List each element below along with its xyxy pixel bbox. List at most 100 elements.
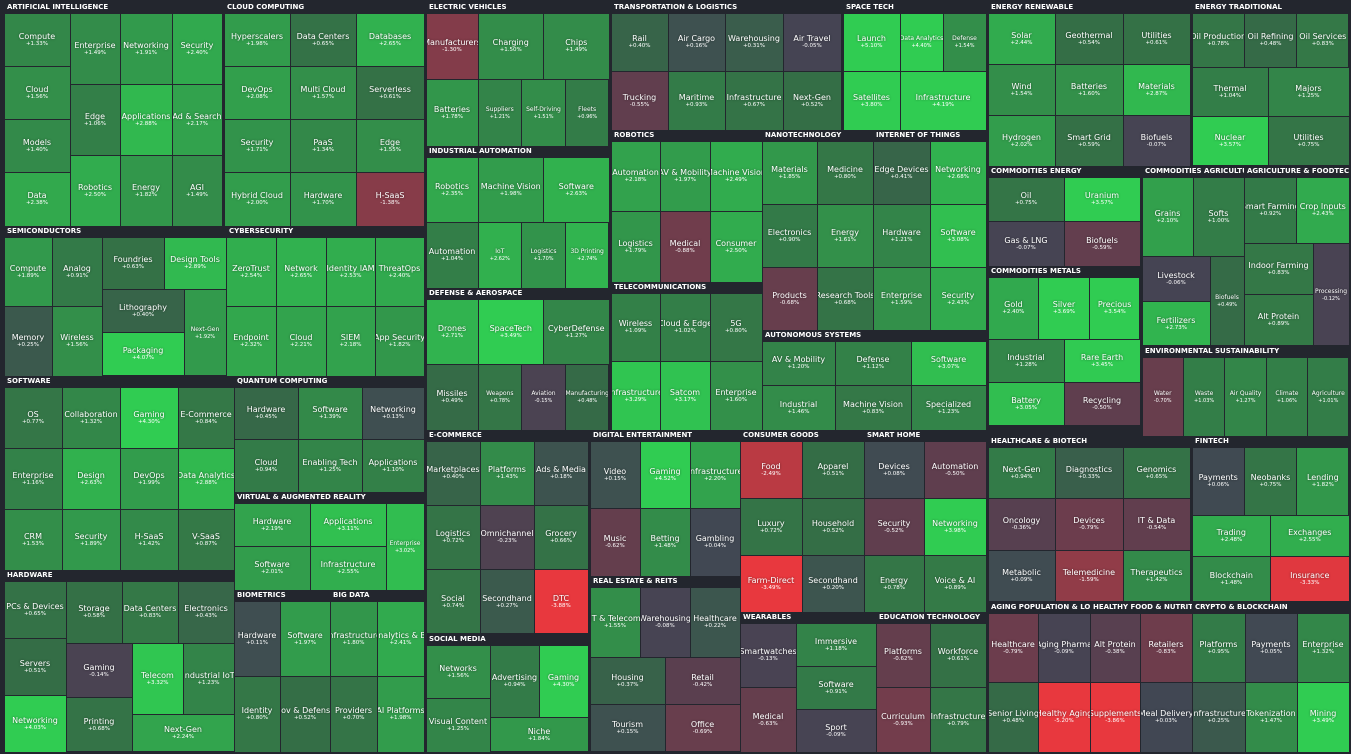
tile-change: +1.80% — [342, 639, 365, 646]
tile-change: +0.61% — [946, 656, 970, 663]
tile-change: +2.01% — [260, 569, 284, 576]
tile-change: +0.37% — [616, 682, 639, 689]
tile-name: Blockchain — [1209, 571, 1253, 581]
tile-change: -0.42% — [692, 682, 713, 689]
tile: Oil +0.75% — [988, 177, 1064, 221]
tile-name: Air Cargo — [677, 34, 716, 44]
tile-change: +1.10% — [381, 466, 405, 473]
tile-change: +2.68% — [946, 173, 970, 180]
tile-change: +0.59% — [1077, 141, 1101, 148]
tile: Software +3.08% — [930, 204, 986, 267]
tile-name: Food — [761, 461, 781, 471]
tile: Majors +1.25% — [1268, 67, 1349, 117]
tile-name: Uranium — [1084, 191, 1120, 201]
tile-name: Diagnostics — [1065, 464, 1113, 474]
tile: Robotics +2.35% — [426, 157, 478, 222]
tile-name: Robotics — [78, 182, 112, 192]
tile-change: -0.12% — [1322, 295, 1340, 302]
tile: Data +2.38% — [4, 173, 70, 226]
sector-title: COMMODITIES AGRICULTURE — [1142, 166, 1244, 177]
tile: Data Analytics +2.88% — [178, 448, 234, 509]
tile-name: Retailers — [1148, 639, 1184, 649]
tile-change: +0.96% — [577, 113, 598, 120]
tile: Software +1.39% — [298, 387, 362, 439]
tile-name: IT & Data — [1137, 516, 1176, 526]
tile-name: Materials — [771, 164, 808, 174]
tile-name: Gov & Defense — [281, 706, 330, 716]
tile: Devices -0.79% — [1055, 499, 1123, 550]
tile: Security +2.40% — [172, 13, 222, 84]
tile: Social +0.74% — [426, 570, 480, 634]
tile-change: -0.93% — [893, 720, 913, 727]
tile: Memory +0.25% — [4, 307, 52, 376]
tile: H-SaaS +1.42% — [120, 509, 178, 570]
tile-name: Visual Content — [428, 717, 488, 727]
tile: Infrastructure +0.67% — [725, 72, 783, 130]
tile-name: Senior Living — [988, 709, 1038, 719]
tile-name: Hardware — [303, 191, 343, 201]
sector-title: CRYPTO & BLOCKCHAIN — [1192, 602, 1349, 613]
tile-name: Betting — [650, 534, 680, 544]
tile-change: +3.49% — [1311, 718, 1335, 725]
tile-name: Housing — [611, 673, 644, 683]
tile-name: Voice & AI — [934, 575, 976, 585]
tile-name: Software — [558, 181, 594, 191]
tile-name: Software — [254, 560, 290, 570]
tile-change: -3.86% — [1105, 718, 1125, 725]
tile-change: +2.35% — [440, 190, 464, 197]
tile-change: +2.20% — [703, 475, 727, 482]
tile: Biofuels -0.59% — [1064, 222, 1140, 266]
tile-change: +2.55% — [336, 569, 360, 576]
tile: Apparel +0.51% — [802, 441, 864, 498]
tile: Infrastructure+1.80% — [330, 601, 377, 676]
tile: Consumer +2.50% — [710, 212, 762, 282]
tile-change: +1.50% — [499, 47, 522, 54]
tile-change: -0.79% — [1079, 525, 1099, 532]
tile-change: +1.55% — [603, 623, 627, 630]
tile: Battery +3.05% — [988, 383, 1064, 426]
tile: Aviation -0.15% — [522, 365, 565, 430]
tile-name: Compute — [18, 31, 56, 41]
tile-name: Weapons — [486, 390, 514, 398]
tile-name: Energy — [830, 227, 859, 237]
tile-name: Edge Devices — [874, 164, 929, 174]
tile-name: Software — [940, 227, 976, 237]
tile-name: Logistics — [435, 529, 471, 539]
sector-title: AGING POPULATION & LONG — [988, 602, 1090, 613]
tile: Air Cargo +0.16% — [668, 13, 725, 71]
tile-name: AGI — [190, 182, 204, 192]
tile-name: Machine Vision — [843, 399, 903, 409]
tile: Products -0.68% — [762, 267, 817, 330]
tile-name: Workforce — [937, 647, 979, 657]
tile-change: +3.32% — [146, 680, 169, 687]
tile-change: +4.30% — [552, 682, 575, 689]
tile: Air Quality +1.27% — [1225, 357, 1266, 436]
tile-change: +2.19% — [260, 525, 284, 532]
tile-change: +1.25% — [318, 466, 342, 473]
tile-name: Drones — [437, 323, 467, 333]
tile-change: +0.52% — [800, 101, 824, 108]
tile-name: Enterprise — [880, 290, 923, 300]
tile-name: Crop Inputs — [1299, 202, 1346, 212]
tile-change: +1.25% — [1297, 93, 1320, 99]
tile: Automation -0.50% — [924, 441, 986, 498]
tile-name: Gambling — [695, 534, 735, 544]
tile: Gaming +4.52% — [640, 441, 690, 508]
tile-change: +2.50% — [724, 247, 748, 254]
tile: Enterprise +1.16% — [4, 448, 62, 509]
tile: Packaging +4.07% — [102, 333, 184, 376]
tile-change: -1.38% — [380, 200, 400, 207]
sector-title: SPACE TECH — [843, 2, 986, 13]
tile-name: Storage — [78, 604, 110, 614]
tile-name: Applications — [323, 516, 373, 526]
tile-name: Data Analytics — [178, 470, 234, 480]
tile: Charging +1.50% — [478, 13, 543, 79]
tile: Hardware +1.70% — [290, 173, 356, 226]
tile: Software +2.01% — [234, 547, 310, 590]
tile: Aging Pharma -0.09% — [1038, 613, 1090, 682]
tile-name: Hybrid Cloud — [231, 191, 283, 201]
sector-title: TRANSPORTATION & LOGISTICS — [611, 2, 841, 13]
tile-name: H-SaaS — [375, 191, 405, 201]
tile-name: Next-Gen — [792, 92, 831, 102]
tile-change: +1.42% — [1145, 577, 1168, 584]
